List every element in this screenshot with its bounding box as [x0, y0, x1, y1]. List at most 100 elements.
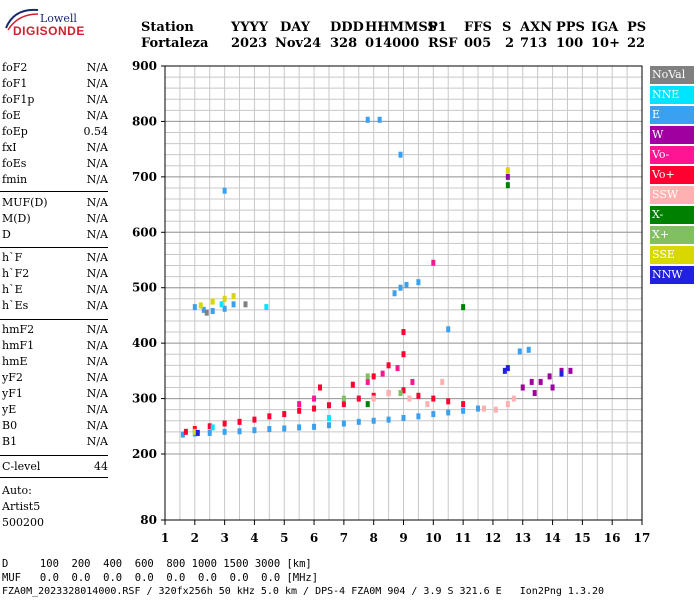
data-point: [192, 304, 197, 311]
data-point: [237, 428, 242, 435]
data-point: [398, 151, 403, 158]
data-point: [210, 298, 215, 305]
param-value: N/A: [86, 61, 108, 74]
param-divider: [0, 455, 108, 456]
y-tick-label: 200: [132, 447, 157, 461]
legend-item: SSW: [650, 186, 694, 204]
data-point: [481, 405, 486, 412]
header-label: S: [502, 20, 512, 35]
data-point: [282, 411, 287, 418]
data-point: [222, 295, 227, 302]
data-point: [505, 401, 510, 408]
param-divider: [0, 247, 108, 248]
header-value: 713: [520, 36, 548, 51]
header-label: PPS: [556, 20, 585, 35]
y-tick-label: 900: [132, 59, 157, 73]
param-name: foEs: [2, 157, 27, 170]
param-row: yF2 N/A: [2, 371, 108, 385]
data-point: [404, 281, 409, 288]
data-point: [312, 405, 317, 412]
data-point: [207, 423, 212, 430]
data-point: [410, 378, 415, 385]
header-value: 014000: [365, 36, 420, 51]
param-value: 44: [94, 460, 108, 473]
header-label: PS: [627, 20, 647, 35]
param-name: foF2: [2, 61, 28, 74]
param-name: D: [2, 228, 11, 241]
param-divider: [0, 191, 108, 192]
data-point: [222, 420, 227, 427]
data-point: [568, 367, 573, 374]
param-row: M(D) N/A: [2, 212, 108, 226]
data-point: [401, 329, 406, 336]
data-point: [207, 429, 212, 436]
param-value: N/A: [86, 355, 108, 368]
param-name: fmin: [2, 173, 28, 186]
param-name: h`Es: [2, 299, 29, 312]
data-point: [377, 116, 382, 123]
data-point: [297, 407, 302, 414]
data-point: [192, 430, 197, 437]
data-point: [326, 414, 331, 421]
param-name: yE: [2, 403, 17, 416]
x-tick-label: 14: [544, 531, 561, 545]
param-value: N/A: [86, 196, 108, 209]
data-point: [210, 307, 215, 314]
x-tick-label: 13: [514, 531, 531, 545]
param-name: hmF2: [2, 323, 35, 336]
header-value: 22: [627, 36, 646, 51]
param-value: 0.54: [83, 125, 109, 138]
legend-item: NoVal: [650, 66, 694, 84]
data-point: [222, 187, 227, 194]
header-label: YYYY: [231, 20, 269, 35]
data-point: [416, 413, 421, 420]
auto-line: Artist5: [2, 500, 41, 513]
param-row: fxI N/A: [2, 141, 108, 155]
header-label: DAY: [280, 20, 310, 35]
data-point: [505, 182, 510, 189]
data-point: [386, 390, 391, 397]
data-point: [425, 401, 430, 408]
data-point: [559, 370, 564, 377]
data-point: [219, 301, 224, 308]
data-point: [505, 167, 510, 174]
x-tick-label: 11: [455, 531, 472, 545]
param-row: foE N/A: [2, 109, 108, 123]
data-point: [407, 395, 412, 402]
param-name: foF1: [2, 77, 28, 90]
param-value: N/A: [86, 109, 108, 122]
data-point: [180, 431, 185, 438]
data-point: [371, 392, 376, 399]
header-value: 005: [464, 36, 492, 51]
x-tick-label: 12: [485, 531, 502, 545]
param-name: h`F2: [2, 267, 30, 280]
header-value: 2: [505, 36, 515, 51]
header-label: HHMMSS: [365, 20, 437, 35]
param-value: N/A: [86, 77, 108, 90]
header-label: IGA: [591, 20, 619, 35]
data-point: [431, 395, 436, 402]
header-value: 2023: [231, 36, 268, 51]
data-point: [264, 304, 269, 311]
data-point: [550, 384, 555, 391]
data-point: [195, 429, 200, 436]
data-point: [318, 384, 323, 391]
y-tick-label: 700: [132, 170, 157, 184]
data-point: [326, 422, 331, 429]
data-point: [431, 259, 436, 266]
param-name: h`E: [2, 283, 23, 296]
auto-line: 500200: [2, 516, 44, 529]
data-point: [529, 378, 534, 385]
param-value: N/A: [86, 141, 108, 154]
param-name: C-level: [2, 460, 41, 473]
param-row: hmF1 N/A: [2, 339, 108, 353]
data-point: [401, 414, 406, 421]
data-point: [183, 428, 188, 435]
data-point: [511, 395, 516, 402]
data-point: [446, 398, 451, 405]
x-tick-label: 7: [340, 531, 348, 545]
param-name: MUF(D): [2, 196, 48, 209]
param-name: B1: [2, 435, 18, 448]
y-tick-label: 300: [132, 392, 157, 406]
data-point: [461, 401, 466, 408]
